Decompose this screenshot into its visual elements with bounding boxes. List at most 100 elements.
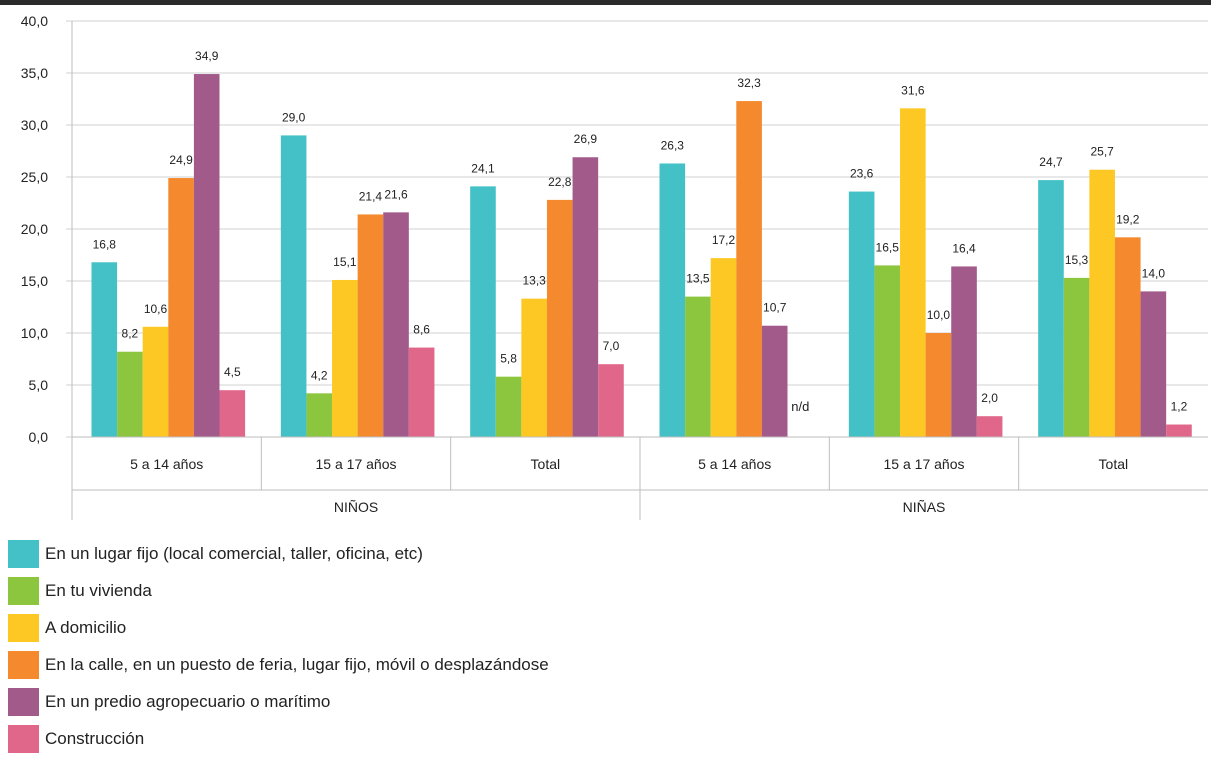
y-tick-label: 25,0 xyxy=(21,169,48,185)
group-label: NIÑAS xyxy=(903,499,946,515)
data-label: 13,3 xyxy=(522,274,546,288)
category-label: 5 a 14 años xyxy=(698,456,771,472)
data-label: 8,2 xyxy=(122,327,139,341)
bar xyxy=(142,326,169,437)
bar xyxy=(408,347,435,437)
bar xyxy=(925,333,952,437)
category-label: 15 a 17 años xyxy=(316,456,397,472)
legend-item: En tu vivienda xyxy=(8,577,549,605)
data-label: 2,0 xyxy=(981,391,998,405)
bar xyxy=(280,135,307,437)
bar xyxy=(91,262,118,437)
legend-swatch xyxy=(8,725,39,753)
data-label: 24,9 xyxy=(169,153,193,167)
legend-item: Construcción xyxy=(8,725,549,753)
data-label: 24,7 xyxy=(1039,155,1063,169)
data-label: 4,5 xyxy=(224,365,241,379)
bar xyxy=(306,393,333,437)
data-label: n/d xyxy=(791,399,809,414)
legend-swatch xyxy=(8,540,39,568)
legend-label: En un lugar fijo (local comercial, talle… xyxy=(45,544,423,563)
data-label: 19,2 xyxy=(1116,212,1140,226)
legend-swatch xyxy=(8,651,39,679)
bar xyxy=(1063,277,1090,437)
bar xyxy=(598,364,624,437)
data-label: 25,7 xyxy=(1090,145,1114,159)
data-label: 34,9 xyxy=(195,49,219,63)
top-rule xyxy=(0,0,1211,5)
bar xyxy=(1114,237,1141,437)
legend-item: En la calle, en un puesto de feria, luga… xyxy=(8,651,549,679)
data-label: 21,6 xyxy=(384,187,408,201)
bar xyxy=(495,376,522,437)
legend-label: En un predio agropecuario o marítimo xyxy=(45,692,331,711)
group-label: NIÑOS xyxy=(334,499,378,515)
data-label: 10,6 xyxy=(144,302,168,316)
y-tick-label: 5,0 xyxy=(29,377,49,393)
y-axis-ticks: 0,0 5,0 10,0 15,0 20,0 25,0 30,0 35,0 40,0 xyxy=(21,13,48,445)
bar xyxy=(1140,291,1167,437)
legend-label: En tu vivienda xyxy=(45,581,152,600)
data-label: 29,0 xyxy=(282,110,306,124)
data-label: 15,3 xyxy=(1065,253,1089,267)
legend-label: Construcción xyxy=(45,729,145,748)
y-tick-label: 10,0 xyxy=(21,325,48,341)
bar xyxy=(900,108,926,438)
data-label: 1,2 xyxy=(1171,400,1188,414)
category-label: Total xyxy=(1099,456,1129,472)
legend-item: En un predio agropecuario o marítimo xyxy=(8,688,549,716)
bar xyxy=(521,298,547,437)
data-label: 10,0 xyxy=(927,308,951,322)
data-label: 4,2 xyxy=(311,368,328,382)
bar xyxy=(976,416,1003,437)
data-label: 32,3 xyxy=(737,76,761,90)
data-label: 14,0 xyxy=(1142,266,1166,280)
data-label: 16,4 xyxy=(952,241,976,255)
bar xyxy=(168,178,194,438)
bar xyxy=(710,258,737,437)
data-label: 16,5 xyxy=(876,240,900,254)
bar xyxy=(332,279,358,437)
y-tick-label: 30,0 xyxy=(21,117,48,133)
category-label: 15 a 17 años xyxy=(884,456,965,472)
bar xyxy=(546,199,573,437)
bar xyxy=(572,157,599,438)
data-label: 31,6 xyxy=(901,83,925,97)
bar-chart: 0,0 5,0 10,0 15,0 20,0 25,0 30,0 35,0 40,0 16,8 8… xyxy=(21,13,1208,520)
bar xyxy=(383,212,409,437)
legend-label: En la calle, en un puesto de feria, luga… xyxy=(45,655,549,674)
x-axis: 5 a 14 años 15 a 17 años Total NIÑOS 5 a 14 … xyxy=(71,21,1208,520)
data-label: 17,2 xyxy=(712,233,736,247)
bar xyxy=(357,214,384,437)
bar xyxy=(117,351,143,437)
data-label: 24,1 xyxy=(471,161,495,175)
bar xyxy=(193,74,220,437)
category-label: 5 a 14 años xyxy=(130,456,203,472)
bar xyxy=(874,265,901,437)
bar xyxy=(1038,180,1064,437)
category-label: Total xyxy=(531,456,561,472)
bar xyxy=(219,390,246,437)
bar xyxy=(761,325,788,437)
data-label: 15,1 xyxy=(333,255,357,269)
y-tick-label: 40,0 xyxy=(21,13,48,29)
bar xyxy=(736,101,762,437)
data-label: 8,6 xyxy=(413,323,430,337)
data-label: 23,6 xyxy=(850,167,874,181)
bars xyxy=(91,74,1192,438)
data-label: 5,8 xyxy=(500,352,517,366)
data-label: 10,7 xyxy=(763,301,787,315)
legend-label: A domicilio xyxy=(45,618,127,637)
bar xyxy=(470,186,496,437)
bar xyxy=(951,266,977,437)
legend-swatch xyxy=(8,614,39,642)
legend-swatch xyxy=(8,688,39,716)
legend-item: A domicilio xyxy=(8,614,549,642)
data-label: 22,8 xyxy=(548,175,572,189)
data-labels: 16,8 8,2 10,6 24,9 34,9 4,5 29,0 4,2 15,1 21,4 21,… xyxy=(93,49,1188,414)
bar xyxy=(1089,169,1115,437)
bar xyxy=(659,163,686,438)
data-label: 13,5 xyxy=(686,272,710,286)
y-tick-label: 0,0 xyxy=(29,429,49,445)
legend-item: En un lugar fijo (local comercial, talle… xyxy=(8,540,549,568)
